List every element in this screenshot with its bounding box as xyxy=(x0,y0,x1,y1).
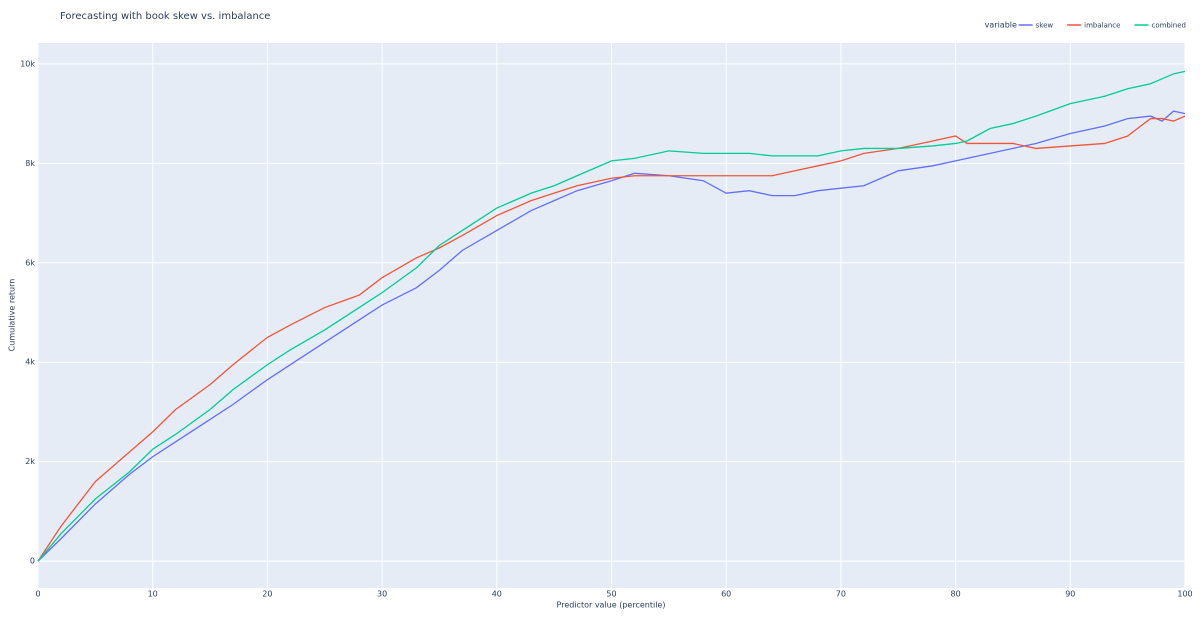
x-tick-label: 20 xyxy=(262,590,272,599)
x-tick-label: 90 xyxy=(1065,590,1075,599)
legend-label: imbalance xyxy=(1084,22,1120,30)
y-tick-label: 6k xyxy=(25,258,35,267)
y-axis-title: Cumulative return xyxy=(8,279,17,352)
line-series xyxy=(37,70,1186,562)
y-tick-label: 0 xyxy=(30,557,35,566)
y-tick-label: 4k xyxy=(25,358,35,367)
y-tick-label: 2k xyxy=(25,457,35,466)
x-tick-label: 80 xyxy=(951,590,961,599)
legend-label: skew xyxy=(1036,22,1054,30)
line-series xyxy=(37,115,1186,562)
legend: variable skew imbalance combined xyxy=(985,21,1186,30)
x-tick-label: 60 xyxy=(721,590,731,599)
legend-label: combined xyxy=(1151,22,1186,30)
y-tick-label: 10k xyxy=(20,59,35,68)
x-axis-title: Predictor value (percentile) xyxy=(557,601,666,610)
chart-title: Forecasting with book skew vs. imbalance xyxy=(60,11,270,22)
legend-title: variable xyxy=(985,21,1017,30)
x-tick-label: 70 xyxy=(836,590,846,599)
x-tick-label: 0 xyxy=(35,590,40,599)
x-tick-label: 50 xyxy=(606,590,616,599)
y-tick-label: 8k xyxy=(25,159,35,168)
x-tick-label: 30 xyxy=(377,590,387,599)
x-tick-label: 10 xyxy=(148,590,158,599)
x-tick-label: 100 xyxy=(1177,590,1192,599)
x-tick-label: 40 xyxy=(492,590,502,599)
